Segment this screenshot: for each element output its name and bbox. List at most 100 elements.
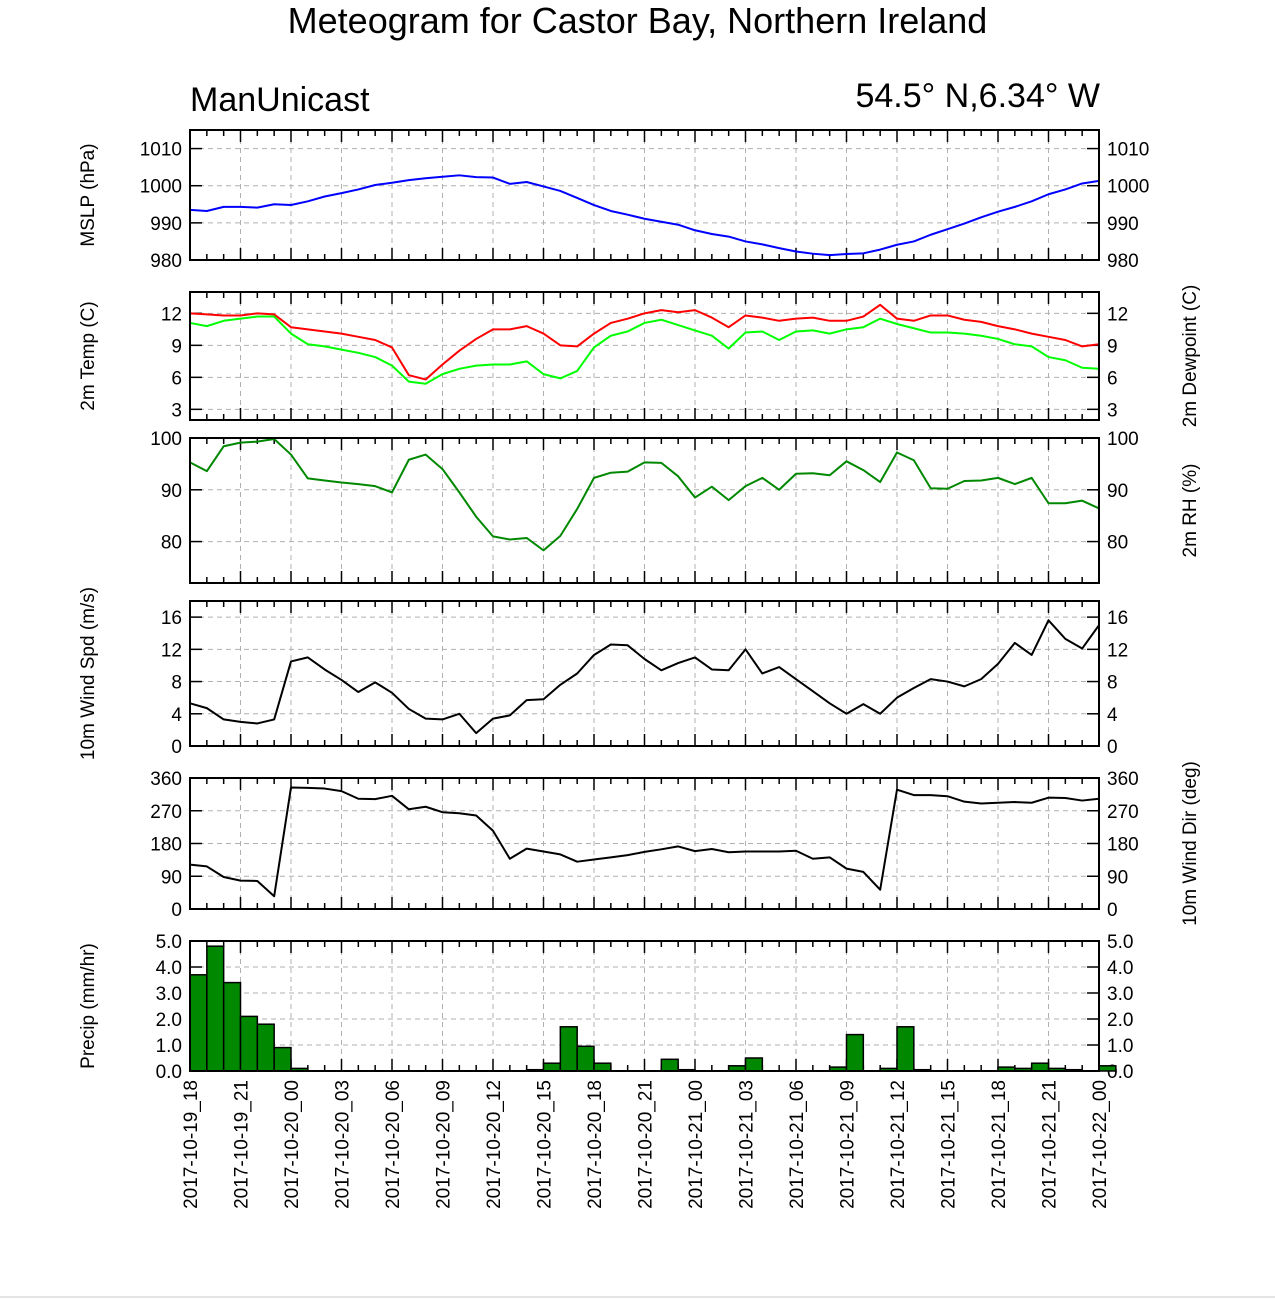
y-axis-label-right: 2m Dewpoint (C) — [1180, 285, 1201, 428]
y-tick-label-left: 2.0 — [156, 1010, 182, 1031]
y-tick-label-left: 270 — [150, 802, 182, 823]
x-tick-label: 2017-10-21_15 — [939, 1080, 960, 1209]
y-tick-label-right: 100 — [1107, 429, 1139, 450]
y-tick-label-right: 8 — [1107, 673, 1118, 694]
series-line-wind — [189, 619, 1100, 735]
y-tick-label-left: 12 — [161, 640, 182, 661]
precip-bar — [542, 1062, 562, 1072]
series-line-rh — [189, 438, 1100, 552]
y-tick-label-left: 360 — [150, 769, 182, 790]
y-tick-label-left: 0.0 — [156, 1062, 182, 1083]
y-tick-label-right: 3.0 — [1107, 984, 1133, 1005]
precip-bar — [256, 1023, 275, 1072]
y-tick-label-right: 360 — [1107, 769, 1139, 790]
x-tick-label: 2017-10-20_00 — [282, 1080, 303, 1209]
x-tick-label: 2017-10-20_18 — [585, 1080, 606, 1209]
y-tick-label-right: 180 — [1107, 835, 1139, 856]
y-tick-label-right: 90 — [1107, 481, 1128, 502]
panel-4: 0 0 4 4 8 8 12 12 16 16 10m Wind Spd (m/s) — [78, 587, 1128, 760]
y-tick-label-left: 4 — [171, 705, 182, 726]
y-tick-label-right: 4.0 — [1107, 958, 1133, 979]
x-tick-label: 2017-10-21_03 — [737, 1080, 758, 1209]
x-tick-label: 2017-10-21_00 — [686, 1080, 707, 1209]
y-tick-label-left: 1000 — [140, 177, 182, 198]
y-tick-label-left: 3 — [171, 400, 182, 421]
y-tick-label-right: 2.0 — [1107, 1010, 1133, 1031]
x-tick-label: 2017-10-20_21 — [636, 1080, 657, 1209]
x-tick-label: 2017-10-21_18 — [989, 1080, 1010, 1209]
series-line-temp — [189, 303, 1100, 381]
precip-bar — [845, 1033, 865, 1072]
y-tick-label-right: 4 — [1107, 705, 1118, 726]
y-tick-label-right: 0 — [1107, 900, 1118, 921]
x-axis-labels: 2017-10-19_18 2017-10-19_21 2017-10-20_00 2… — [181, 1080, 1111, 1209]
chart-title: Meteogram for Castor Bay, Northern Irela… — [287, 0, 988, 41]
y-tick-label-left: 980 — [150, 251, 182, 272]
panel-frame — [189, 777, 1100, 910]
y-tick-label-right: 5.0 — [1107, 932, 1133, 953]
y-tick-label-left: 0 — [171, 737, 182, 758]
x-tick-label: 2017-10-20_12 — [484, 1080, 505, 1209]
x-tick-label: 2017-10-19_21 — [232, 1080, 253, 1209]
panel-frame — [189, 129, 1100, 261]
y-axis-label-left: Precip (mm/hr) — [78, 943, 99, 1069]
y-tick-label-left: 180 — [150, 835, 182, 856]
x-tick-label: 2017-10-20_15 — [535, 1080, 556, 1209]
series-line-wind — [189, 786, 1100, 898]
panel-5: 0 0 90 90 180 180 270 270 360 360 10m Wind Dir (de… — [150, 761, 1201, 926]
x-tick-label: 2017-10-22_00 — [1090, 1080, 1111, 1209]
x-tick-label: 2017-10-21_06 — [787, 1080, 808, 1209]
y-tick-label-left: 12 — [161, 304, 182, 325]
y-tick-label-left: 3.0 — [156, 984, 182, 1005]
y-tick-label-left: 0 — [171, 900, 182, 921]
precip-bar — [239, 1015, 259, 1072]
series-line-dewpoint — [189, 315, 1100, 385]
y-tick-label-left: 16 — [161, 608, 182, 629]
precip-bar — [206, 945, 225, 1072]
location-label: 54.5° N,6.34° W — [855, 77, 1100, 115]
y-tick-label-right: 12 — [1107, 640, 1128, 661]
y-axis-label-left: 10m Wind Spd (m/s) — [78, 587, 99, 760]
y-tick-label-right: 6 — [1107, 368, 1118, 389]
x-tick-label: 2017-10-20_09 — [434, 1080, 455, 1209]
panel-3: 80 80 90 90 100 100 2m RH (%) — [150, 429, 1201, 584]
y-tick-label-right: 9 — [1107, 336, 1118, 357]
y-tick-label-right: 90 — [1107, 867, 1128, 888]
y-tick-label-left: 5.0 — [156, 932, 182, 953]
y-axis-label-left: MSLP (hPa) — [78, 143, 99, 246]
y-tick-label-right: 16 — [1107, 608, 1128, 629]
y-axis-label-left: 2m Temp (C) — [78, 301, 99, 410]
y-tick-label-right: 0 — [1107, 737, 1118, 758]
precip-bar — [593, 1062, 612, 1072]
x-tick-label: 2017-10-19_18 — [181, 1080, 202, 1209]
panel-1: 980 980 990 990 1000 1000 1010 1010 MSLP (hPa) — [78, 129, 1149, 272]
precip-bar — [559, 1026, 578, 1072]
precip-bar — [576, 1045, 595, 1072]
precip-bar — [744, 1057, 764, 1072]
x-tick-label: 2017-10-21_09 — [838, 1080, 859, 1209]
y-axis-label-right: 2m RH (%) — [1180, 464, 1201, 558]
y-tick-label-right: 3 — [1107, 400, 1118, 421]
y-tick-label-left: 80 — [161, 533, 182, 554]
y-tick-label-right: 12 — [1107, 304, 1128, 325]
precip-bar — [660, 1058, 679, 1072]
y-tick-label-right: 990 — [1107, 214, 1139, 235]
panel-frame — [189, 437, 1100, 584]
y-tick-label-right: 270 — [1107, 802, 1139, 823]
y-tick-label-right: 1010 — [1107, 140, 1149, 161]
precip-bar — [1098, 1065, 1117, 1072]
y-tick-label-left: 90 — [161, 867, 182, 888]
x-tick-label: 2017-10-21_21 — [1040, 1080, 1061, 1209]
y-tick-label-left: 8 — [171, 673, 182, 694]
precip-bar — [273, 1046, 292, 1072]
panel-2: 3 3 6 6 9 9 12 12 2m Temp (C) 2m Dewpoint (C) — [78, 285, 1201, 428]
x-tick-label: 2017-10-21_12 — [888, 1080, 909, 1209]
y-tick-label-left: 90 — [161, 481, 182, 502]
x-tick-label: 2017-10-20_03 — [333, 1080, 354, 1209]
y-tick-label-left: 9 — [171, 336, 182, 357]
precip-bar — [189, 974, 208, 1072]
panel-frame — [189, 940, 1100, 1072]
panel-6: 0.0 0.01.0 1.02.0 2.03.0 3.04.0 4.05.0 5.0Prec… — [78, 932, 1133, 1083]
series-line-mslp — [189, 174, 1100, 257]
